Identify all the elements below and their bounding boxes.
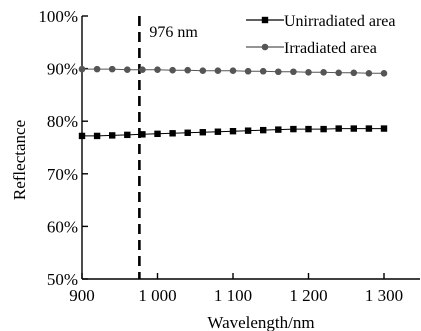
data-point-unirradiated xyxy=(335,125,342,132)
annotation-976nm-label: 976 nm xyxy=(149,24,198,41)
x-tick-label: 1 200 xyxy=(289,286,327,305)
series-irradiated xyxy=(78,65,388,77)
y-axis-title: Reflectance xyxy=(10,120,29,200)
data-point-irradiated xyxy=(275,68,282,76)
data-point-irradiated xyxy=(320,68,327,76)
data-point-irradiated xyxy=(154,66,161,73)
series-unirradiated xyxy=(78,125,388,140)
annotation-976nm-group: 976 nm xyxy=(138,16,198,279)
data-point-unirradiated xyxy=(229,127,237,135)
data-point-unirradiated xyxy=(214,128,222,135)
data-point-unirradiated xyxy=(184,129,191,136)
data-point-irradiated xyxy=(365,70,373,77)
data-point-irradiated xyxy=(290,68,297,76)
data-point-irradiated xyxy=(335,69,343,77)
data-point-irradiated xyxy=(124,66,131,73)
y-axis-ticks: 50% 60% 70% 80% 90% 100% xyxy=(38,7,88,289)
legend-marker-unirradiated xyxy=(261,16,269,24)
legend-label-irradiated: Irradiated area xyxy=(284,40,377,57)
data-point-irradiated xyxy=(229,67,237,75)
x-tick-label: 1 100 xyxy=(214,286,252,305)
data-point-unirradiated xyxy=(109,132,116,139)
x-tick-label: 1 300 xyxy=(365,286,403,305)
data-point-unirradiated xyxy=(124,131,131,139)
x-axis-ticks: 900 1 000 1 100 1 200 1 300 xyxy=(69,273,403,305)
data-point-unirradiated xyxy=(139,131,146,138)
y-tick-label: 80% xyxy=(47,112,78,131)
legend: Unirradiated area Irradiated area xyxy=(246,13,395,57)
data-point-irradiated xyxy=(139,66,146,73)
data-point-unirradiated xyxy=(93,132,101,140)
data-point-unirradiated xyxy=(260,126,267,134)
data-point-unirradiated xyxy=(78,132,86,140)
y-tick-label: 100% xyxy=(38,7,78,26)
data-point-irradiated xyxy=(78,65,86,73)
data-point-irradiated xyxy=(93,65,101,73)
data-point-irradiated xyxy=(108,65,116,73)
legend-marker-irradiated xyxy=(261,43,269,51)
x-axis-title: Wavelength/nm xyxy=(207,313,314,331)
data-point-irradiated xyxy=(350,69,358,77)
data-point-unirradiated xyxy=(154,130,161,138)
x-tick-label: 1 000 xyxy=(138,286,176,305)
data-point-unirradiated xyxy=(199,129,206,136)
data-point-unirradiated xyxy=(169,130,176,137)
data-point-irradiated xyxy=(259,67,267,75)
legend-label-unirradiated: Unirradiated area xyxy=(284,13,395,30)
data-point-irradiated xyxy=(244,67,252,75)
x-tick-label: 900 xyxy=(69,286,95,305)
data-point-irradiated xyxy=(184,66,191,74)
data-point-irradiated xyxy=(305,68,312,76)
data-point-unirradiated xyxy=(244,127,252,134)
data-point-unirradiated xyxy=(305,125,312,133)
y-tick-label: 50% xyxy=(47,270,78,289)
y-tick-label: 70% xyxy=(47,165,78,184)
data-point-unirradiated xyxy=(380,125,388,132)
data-point-irradiated xyxy=(169,66,176,74)
data-point-unirradiated xyxy=(350,125,357,132)
data-point-unirradiated xyxy=(320,125,327,133)
data-point-unirradiated xyxy=(290,125,297,133)
y-tick-label: 60% xyxy=(47,217,78,236)
series-group xyxy=(78,65,388,140)
data-point-unirradiated xyxy=(275,126,282,133)
data-point-unirradiated xyxy=(365,125,373,132)
data-point-irradiated xyxy=(380,70,388,77)
data-point-irradiated xyxy=(199,67,207,75)
y-tick-label: 90% xyxy=(47,60,78,79)
data-point-irradiated xyxy=(214,67,222,75)
